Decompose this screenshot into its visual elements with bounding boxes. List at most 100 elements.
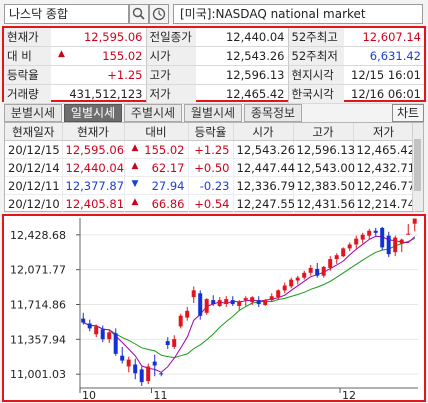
candle-body xyxy=(133,364,138,374)
y-tick-label: 11,357.94 xyxy=(10,333,66,346)
candle-body xyxy=(198,293,203,316)
moving-average-short xyxy=(83,235,416,373)
summary-value: 12,595.06 xyxy=(51,28,147,47)
candle-body xyxy=(211,300,216,304)
candle-body xyxy=(282,285,287,291)
table-row[interactable]: 20/12/14 12,440.04 ▲ 62.17 +0.50 12,447.44 12,… xyxy=(5,158,415,177)
candle-body xyxy=(393,237,398,253)
candle-body xyxy=(100,329,105,340)
grid-scrollbar[interactable] xyxy=(412,123,423,211)
tab-3[interactable]: 주별시세 xyxy=(124,104,182,122)
candle-body xyxy=(308,267,313,273)
candle-body xyxy=(295,277,300,281)
quote-summary-panel: 현재가 12,595.06 전일종가 12,440.04 52주최고 12,607.14 대… xyxy=(2,26,426,104)
candle-body xyxy=(341,248,346,257)
x-tick-label: 10 xyxy=(82,389,96,400)
table-row[interactable]: 20/12/15 12,595.06 ▲ 155.02 +1.25 12,543.26 12… xyxy=(5,140,415,159)
cell-change: ▼ 27.94 xyxy=(124,176,189,195)
summary-row: 등락율 +1.25 고가 12,596.13 현지시각 12/15 16:01 xyxy=(4,65,424,85)
cell-price: 12,405.81 xyxy=(62,194,125,213)
up-arrow-icon: ▲ xyxy=(131,196,139,207)
summary-value: 12/15 16:01 xyxy=(344,65,424,85)
tab-4[interactable]: 월별시세 xyxy=(184,104,242,122)
tab-5[interactable]: 종목정보 xyxy=(244,104,302,122)
summary-value-text: 12,465.42 xyxy=(225,87,285,101)
cell-price: 12,440.04 xyxy=(62,158,125,177)
candle-body xyxy=(289,279,294,287)
scroll-thumb[interactable] xyxy=(414,139,421,191)
summary-value: 12,543.26 xyxy=(196,46,289,66)
column-header[interactable]: 시가 xyxy=(233,123,294,141)
candle-body xyxy=(360,234,365,240)
y-tick-label: 11,714.86 xyxy=(10,299,66,312)
cell-high: 12,543.00 xyxy=(293,158,355,177)
cell-low: 12,432.71 xyxy=(353,158,415,177)
summary-label: 한국시각 xyxy=(288,84,344,104)
candle-body xyxy=(334,255,339,260)
summary-value: 431,512,123 xyxy=(51,84,147,104)
candle-body xyxy=(152,361,157,366)
column-header[interactable]: 등락율 xyxy=(188,123,234,141)
candle-body xyxy=(237,302,242,306)
summary-value-text: 12/15 16:01 xyxy=(351,68,421,82)
tab-bar: 분별시세 일별시세 주별시세 월별시세 종목정보 차트 xyxy=(4,104,424,122)
candle-body xyxy=(165,341,170,345)
candle-body xyxy=(87,323,92,329)
summary-label: 52주최고 xyxy=(288,28,344,47)
cell-date: 20/12/15 xyxy=(5,140,63,159)
symbol-search-input[interactable]: 나스닥 종합 xyxy=(4,4,129,24)
clock-icon[interactable] xyxy=(149,4,169,24)
candle-body xyxy=(120,355,125,361)
candle-body xyxy=(276,290,281,298)
y-tick-label: 11,001.03 xyxy=(10,368,66,381)
cell-low: 12,465.42 xyxy=(353,140,415,159)
column-header[interactable]: 현재가 xyxy=(62,123,125,141)
summary-label: 52주최저 xyxy=(288,46,344,66)
up-arrow-icon: ▲ xyxy=(58,49,65,59)
tab-2[interactable]: 일별시세 xyxy=(64,104,122,122)
cell-high: 12,383.50 xyxy=(293,176,355,195)
candle-body xyxy=(412,218,417,224)
summary-value: ▲ 155.02 xyxy=(51,46,147,66)
candle-body xyxy=(354,238,359,245)
candle-body xyxy=(185,310,190,318)
candle-body xyxy=(373,230,378,233)
cell-rate: +0.50 xyxy=(188,158,234,177)
candle-body xyxy=(256,300,261,304)
column-header[interactable]: 저가 xyxy=(353,123,415,141)
search-icon[interactable] xyxy=(129,4,149,24)
summary-value-text: 12,440.04 xyxy=(225,30,285,44)
column-header[interactable]: 대비 xyxy=(124,123,189,141)
chart-button[interactable]: 차트 xyxy=(392,104,424,122)
candle-body xyxy=(302,272,307,278)
candle-body xyxy=(159,373,164,375)
candle-body xyxy=(315,268,320,276)
candle-body xyxy=(386,235,391,255)
tab-1[interactable]: 분별시세 xyxy=(4,104,62,122)
x-tick-label: 11 xyxy=(154,389,168,400)
up-arrow-icon: ▲ xyxy=(131,160,139,171)
chart-canvas: 12,428.68 12,071.77 11,714.86 11,357.94 11,0… xyxy=(10,218,418,400)
candle-body xyxy=(191,290,196,298)
moving-average-long xyxy=(83,237,416,359)
cell-low: 12,214.74 xyxy=(353,194,415,213)
summary-value: 6,631.42 xyxy=(344,46,424,66)
column-header[interactable]: 현재일자 xyxy=(5,123,63,141)
summary-value-text: 12,596.13 xyxy=(225,68,285,82)
candle-body xyxy=(81,318,86,323)
summary-row: 대 비 ▲ 155.02 시가 12,543.26 52주최저 6,631.42 xyxy=(4,46,424,66)
column-header[interactable]: 고가 xyxy=(293,123,354,141)
cell-date: 20/12/10 xyxy=(5,194,63,213)
cell-high: 12,431.56 xyxy=(293,194,355,213)
summary-label: 대 비 xyxy=(4,46,51,66)
cell-date: 20/12/11 xyxy=(5,176,63,195)
table-row[interactable]: 20/12/11 12,377.87 ▼ 27.94 -0.23 12,336.79 12,… xyxy=(5,176,415,195)
cell-price: 12,377.87 xyxy=(62,176,125,195)
summary-value-text: 12,543.26 xyxy=(225,49,285,63)
summary-label: 거래량 xyxy=(4,84,51,104)
table-row[interactable]: 20/12/10 12,405.81 ▲ 66.86 +0.54 12,247.55 12,… xyxy=(5,194,415,213)
summary-value: 12,440.04 xyxy=(196,28,289,47)
cell-rate: +1.25 xyxy=(188,140,234,159)
candle-body xyxy=(321,266,326,276)
cell-change: ▲ 62.17 xyxy=(124,158,189,177)
